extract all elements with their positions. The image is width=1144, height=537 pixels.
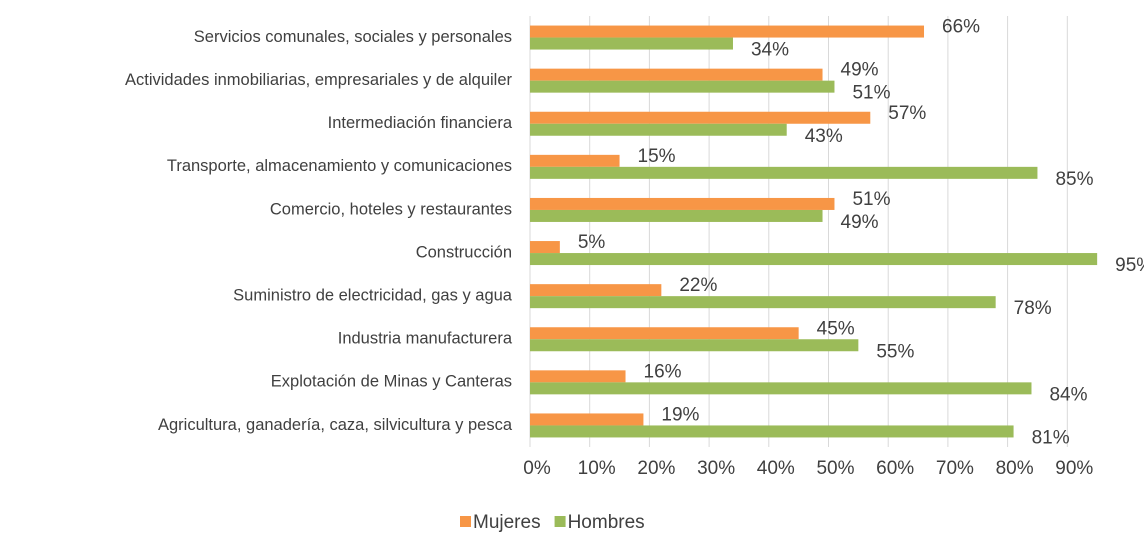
bar [530,370,626,383]
x-tick-label: 10% [578,458,616,479]
category-label: Intermediación financiera [328,114,513,132]
data-label: 15% [638,146,676,167]
data-label: 81% [1032,427,1070,448]
category-label: Agricultura, ganadería, caza, silvicultu… [158,416,513,434]
data-label: 45% [817,318,855,339]
bar [530,80,835,93]
data-label: 49% [841,60,879,81]
category-label: Suministro de electricidad, gas y agua [233,287,513,305]
bar [530,37,733,50]
category-label: Servicios comunales, sociales y personal… [194,28,512,46]
category-label: Transporte, almacenamiento y comunicacio… [167,157,512,175]
data-label: 51% [852,83,890,104]
bar [530,25,925,38]
bar [530,68,823,81]
bar [530,166,1038,179]
bar [530,425,1014,438]
bar [530,123,787,136]
data-label: 66% [942,17,980,38]
data-label: 34% [751,40,789,61]
legend-swatch [460,516,471,527]
data-label: 5% [578,232,606,253]
x-tick-label: 20% [637,458,675,479]
legend-label: Mujeres [473,512,541,533]
data-label: 95% [1115,255,1144,276]
x-tick-label: 30% [697,458,735,479]
category-label: Explotación de Minas y Canteras [271,373,512,391]
x-tick-label: 0% [523,458,551,479]
data-label: 51% [852,189,890,210]
bar [530,197,835,210]
legend-label: Hombres [568,512,645,533]
bar [530,111,871,124]
x-tick-label: 60% [876,458,914,479]
data-label: 49% [841,212,879,233]
data-label: 55% [876,341,914,362]
bar [530,209,823,222]
bar [530,339,859,352]
category-label: Actividades inmobiliarias, empresariales… [125,71,513,89]
category-label: Industria manufacturera [338,330,513,348]
bar [530,413,644,426]
x-tick-label: 40% [757,458,795,479]
data-label: 84% [1049,384,1087,405]
bar [530,296,996,309]
bar [530,253,1098,266]
bar [530,154,620,167]
bar [530,327,799,340]
category-label: Construcción [416,243,512,261]
data-label: 57% [888,103,926,124]
data-label: 22% [679,275,717,296]
bar [530,241,560,254]
data-label: 78% [1014,298,1052,319]
bar [530,382,1032,395]
data-label: 16% [644,361,682,382]
bar [530,284,662,297]
data-label: 43% [805,126,843,147]
x-tick-label: 90% [1055,458,1093,479]
x-tick-label: 70% [936,458,974,479]
x-tick-label: 50% [816,458,854,479]
category-label: Comercio, hoteles y restaurantes [270,200,512,218]
x-tick-label: 80% [996,458,1034,479]
data-label: 85% [1055,169,1093,190]
data-label: 19% [661,404,699,425]
legend-swatch [554,516,566,527]
